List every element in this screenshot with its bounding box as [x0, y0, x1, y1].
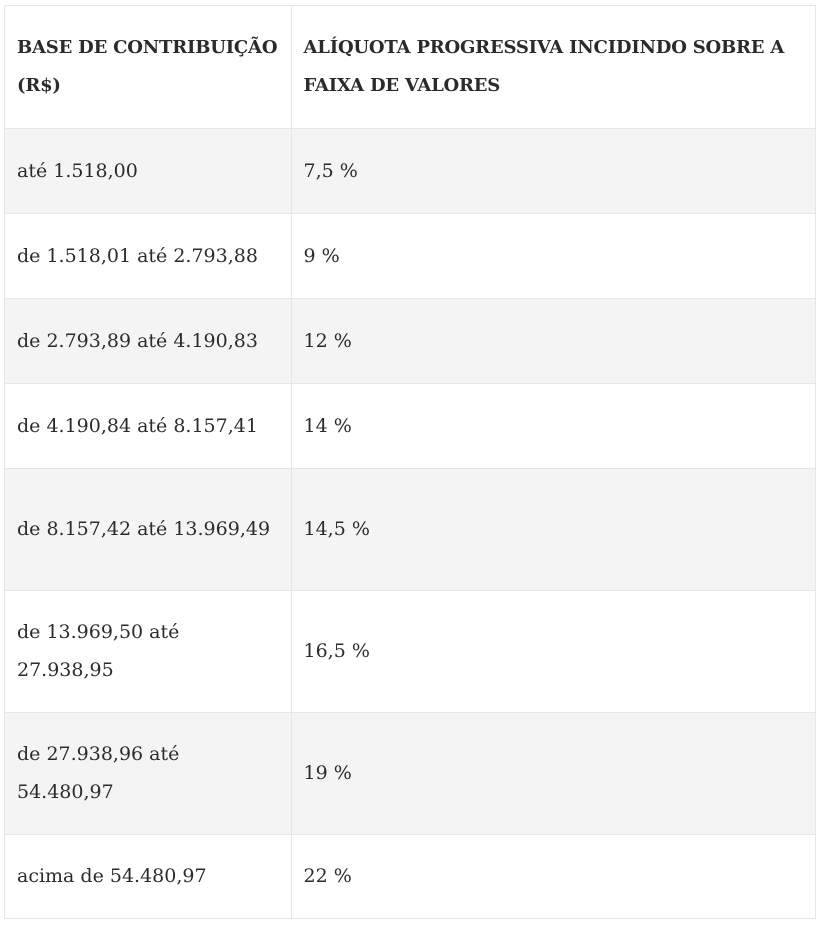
base-cell: de 1.518,01 até 2.793,88: [5, 213, 292, 299]
rate-cell: 7,5 %: [291, 128, 815, 214]
table-row: de 1.518,01 até 2.793,88 9 %: [5, 213, 815, 299]
base-cell: de 2.793,89 até 4.190,83: [5, 298, 292, 384]
table-row: de 2.793,89 até 4.190,83 12 %: [5, 298, 815, 384]
header-aliquota-progressiva: ALÍQUOTA PROGRESSIVA INCIDINDO SOBRE A F…: [291, 6, 815, 129]
base-cell: acima de 54.480,97: [5, 834, 292, 918]
rate-cell: 22 %: [291, 834, 815, 918]
table-row: até 1.518,00 7,5 %: [5, 128, 815, 214]
rate-cell: 14,5 %: [291, 468, 815, 591]
table-row: de 27.938,96 até 54.480,97 19 %: [5, 712, 815, 835]
table-header-row: BASE DE CONTRIBUIÇÃO (R$) ALÍQUOTA PROGR…: [5, 6, 815, 129]
table-row: acima de 54.480,97 22 %: [5, 834, 815, 918]
base-cell: até 1.518,00: [5, 128, 292, 214]
table-row: de 13.969,50 até 27.938,95 16,5 %: [5, 590, 815, 713]
rate-cell: 19 %: [291, 712, 815, 835]
contribution-rate-table: BASE DE CONTRIBUIÇÃO (R$) ALÍQUOTA PROGR…: [5, 6, 815, 918]
table-row: de 4.190,84 até 8.157,41 14 %: [5, 383, 815, 469]
rate-cell: 14 %: [291, 383, 815, 469]
base-cell: de 27.938,96 até 54.480,97: [5, 712, 292, 835]
rate-cell: 9 %: [291, 213, 815, 299]
base-cell: de 4.190,84 até 8.157,41: [5, 383, 292, 469]
base-cell: de 8.157,42 até 13.969,49: [5, 468, 292, 591]
table-row: de 8.157,42 até 13.969,49 14,5 %: [5, 468, 815, 591]
base-cell: de 13.969,50 até 27.938,95: [5, 590, 292, 713]
rate-cell: 12 %: [291, 298, 815, 384]
rate-cell: 16,5 %: [291, 590, 815, 713]
header-base-contribuicao: BASE DE CONTRIBUIÇÃO (R$): [5, 6, 292, 129]
contribution-table-container: BASE DE CONTRIBUIÇÃO (R$) ALÍQUOTA PROGR…: [4, 5, 816, 919]
